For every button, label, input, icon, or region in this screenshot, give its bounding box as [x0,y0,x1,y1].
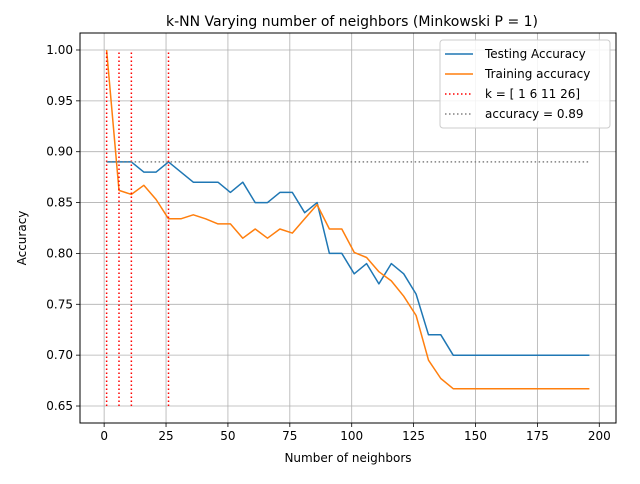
y-tick-label: 0.80 [46,246,73,260]
chart-title: k-NN Varying number of neighbors (Minkow… [166,14,538,30]
legend-testing-accuracy-label: Testing Accuracy [484,47,586,61]
y-tick-label: 0.95 [46,94,73,108]
y-tick-label: 0.90 [46,145,73,159]
series-line-testing-accuracy [106,161,590,356]
x-tick-label: 0 [100,429,108,443]
legend-training-accuracy-label: Training accuracy [484,67,590,81]
y-tick-label: 0.75 [46,297,73,311]
y-tick-label: 0.70 [46,348,73,362]
y-tick-label: 1.00 [46,43,73,57]
plot-frame [79,32,617,424]
x-tick-label: 175 [526,429,549,443]
legend-box [439,39,611,129]
x-tick-label: 150 [464,429,487,443]
x-axis-label: Number of neighbors [284,451,411,465]
x-tick-label: 100 [340,429,363,443]
y-tick-label: 0.65 [46,399,73,413]
legend-k-values-label: k = [ 1 6 11 26] [485,87,580,101]
x-tick-label: 75 [282,429,297,443]
y-tick-label: 0.85 [46,196,73,210]
axis-ticks: 0 25 50 75 100 125 150 175 200 0.65 0.70 0.75 0.80 0.… [46,43,610,443]
series-line-training-accuracy [105,49,590,390]
y-axis-label: Accuracy [15,211,29,266]
x-tick-label: 50 [220,429,235,443]
legend: Testing Accuracy Training accuracy k = [ 1… [439,39,611,129]
x-tick-label: 25 [158,429,173,443]
plot-data [105,49,590,407]
x-tick-label: 125 [402,429,425,443]
x-tick-label: 200 [588,429,611,443]
legend-accuracy-reference-label: accuracy = 0.89 [485,107,584,121]
